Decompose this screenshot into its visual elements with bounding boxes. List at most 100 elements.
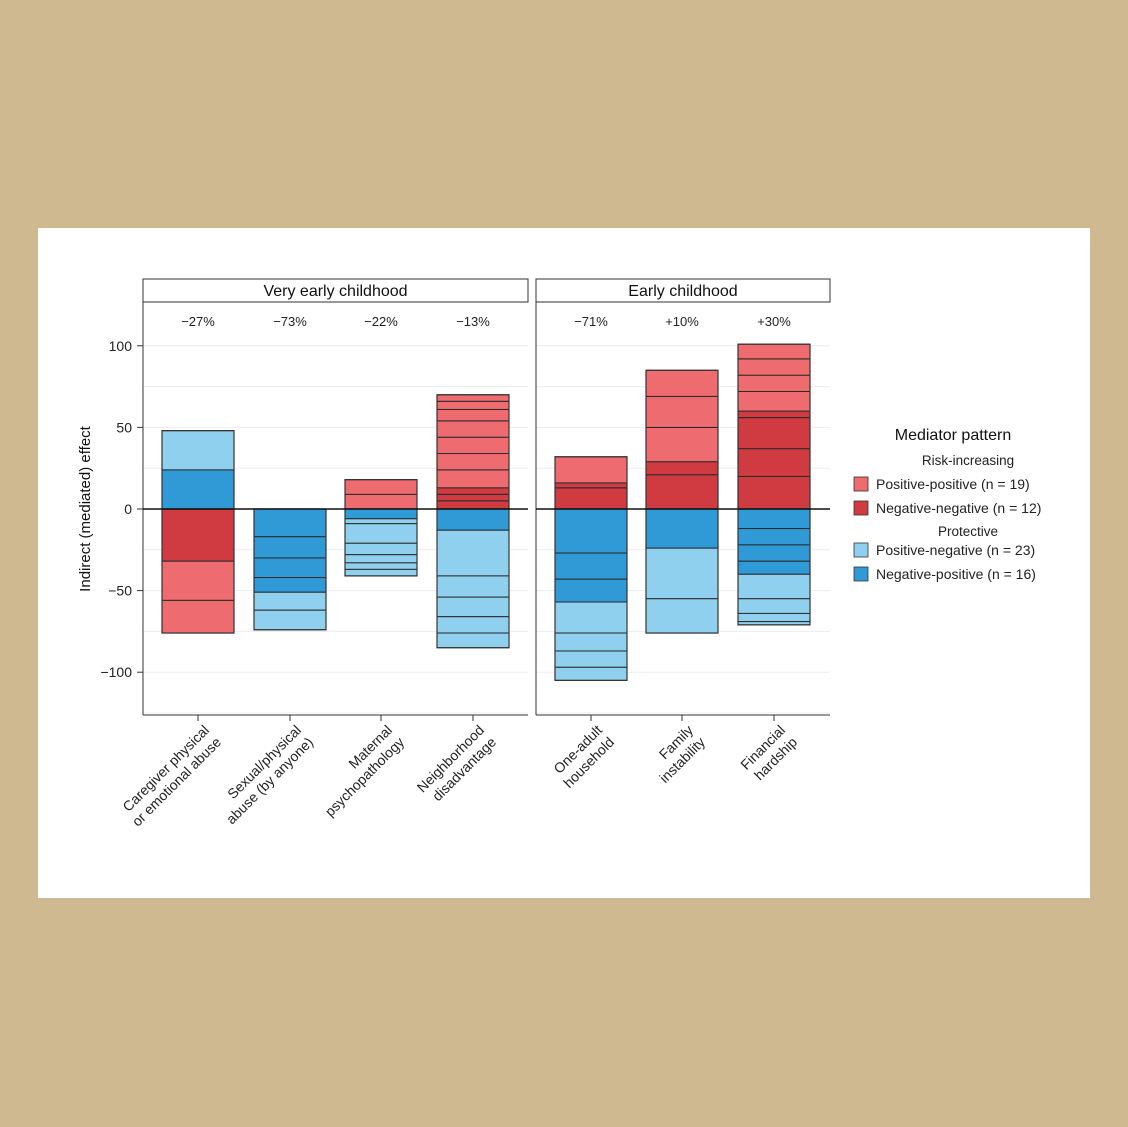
bar-segment — [253, 557, 327, 579]
bar-segment — [737, 475, 811, 510]
category-label: Maternalpsychopathology — [310, 722, 408, 820]
bar-segment — [161, 508, 235, 562]
bar-segment — [737, 374, 811, 392]
bar-segment — [737, 560, 811, 575]
legend-group-heading: Protective — [938, 524, 998, 539]
y-axis-label: Indirect (mediated) effect — [77, 425, 94, 591]
percent-label: −73% — [273, 314, 307, 329]
bar-segment — [436, 400, 510, 410]
legend-item-label: Positive-negative (n = 23) — [876, 542, 1035, 558]
bar-segment — [253, 577, 327, 593]
bar-segment — [737, 598, 811, 614]
bar-segment — [737, 410, 811, 419]
legend-pattern-name: Negative-positive — [876, 566, 987, 582]
bar-segment — [436, 469, 510, 489]
bar-segment — [344, 542, 418, 556]
category-label: Neighborhooddisadvantage — [414, 722, 500, 808]
bar-segment — [737, 390, 811, 412]
legend-swatch — [853, 476, 869, 492]
bar-segment — [645, 426, 719, 463]
legend-count: (n = 23) — [987, 542, 1036, 558]
legend-swatch — [853, 566, 869, 582]
legend-pattern-name: Positive-positive — [876, 476, 981, 492]
bar-segment — [554, 601, 628, 634]
percent-label: −13% — [456, 314, 490, 329]
bar-segment — [645, 598, 719, 634]
bar-segment — [737, 544, 811, 562]
y-tick-label: 0 — [124, 501, 132, 517]
bar-segment — [554, 508, 628, 554]
legend-swatch — [853, 542, 869, 558]
bar-segment — [645, 508, 719, 549]
bar-segment — [436, 529, 510, 577]
bar-segment — [436, 508, 510, 531]
bar-segment — [645, 474, 719, 510]
bar-segment — [344, 493, 418, 510]
category-label: Sexual/physicalabuse (by anyone) — [211, 722, 316, 827]
legend-title: Mediator pattern — [895, 427, 1012, 444]
bar-segment — [554, 487, 628, 510]
legend-pattern-name: Negative-negative — [876, 500, 993, 516]
percent-label: −27% — [181, 314, 215, 329]
bar-segment — [161, 560, 235, 601]
bar-segment — [436, 436, 510, 455]
legend-item-label: Negative-negative (n = 12) — [876, 500, 1041, 516]
bar-segment — [436, 500, 510, 510]
mediation-chart: −27% Caregiver physicalor emotional abuse… — [77, 278, 1041, 830]
bar-segment — [554, 482, 628, 489]
bar-segment — [436, 596, 510, 618]
bar-segment — [344, 508, 418, 520]
bar-segment — [645, 461, 719, 476]
bar-segment — [436, 408, 510, 422]
bar-segment — [436, 575, 510, 598]
bar-segment — [436, 420, 510, 438]
bar-segment — [253, 591, 327, 611]
bar-segment — [737, 343, 811, 360]
bar-segment — [344, 518, 418, 525]
bar-segment — [344, 523, 418, 544]
y-tick-label: −100 — [100, 664, 132, 680]
bar-segment — [436, 632, 510, 649]
legend-item-label: Negative-positive (n = 16) — [876, 566, 1036, 582]
category-label: One-adulthousehold — [548, 722, 617, 791]
y-tick-label: 50 — [116, 419, 132, 435]
bar-segment — [161, 469, 235, 510]
percent-label: +10% — [665, 314, 699, 329]
legend-count: (n = 19) — [981, 476, 1030, 492]
bar-segment — [436, 453, 510, 471]
bar-segment — [737, 573, 811, 600]
bar-segment — [737, 358, 811, 376]
bar-segment — [645, 395, 719, 428]
percent-label: +30% — [757, 314, 791, 329]
panel-title: Early childhood — [628, 283, 737, 300]
bar-segment — [737, 508, 811, 530]
bar-segment — [737, 528, 811, 546]
bar-segment — [645, 369, 719, 397]
percent-label: −71% — [574, 314, 608, 329]
category-label: Familyinstability — [644, 722, 708, 786]
category-label: Financialhardship — [737, 722, 800, 785]
figure-card: −27% Caregiver physicalor emotional abuse… — [38, 228, 1090, 898]
legend-pattern-name: Positive-negative — [876, 542, 987, 558]
bar-segment — [253, 508, 327, 538]
bar-segment — [344, 479, 418, 495]
bar-segment — [737, 612, 811, 623]
bar-segment — [554, 650, 628, 668]
bar-segment — [436, 487, 510, 495]
bar-segment — [645, 547, 719, 600]
bar-segment — [436, 493, 510, 502]
legend-count: (n = 12) — [993, 500, 1042, 516]
bar-segment — [253, 536, 327, 559]
legend-item-label: Positive-positive (n = 19) — [876, 476, 1030, 492]
bar-segment — [436, 394, 510, 402]
category-label: Caregiver physicalor emotional abuse — [117, 722, 225, 830]
percent-label: −22% — [364, 314, 398, 329]
bar-segment — [161, 599, 235, 634]
panel-title-box — [142, 278, 529, 303]
bar-segment — [554, 456, 628, 484]
bar-segment — [554, 552, 628, 580]
bar-segment — [737, 448, 811, 477]
bar-segment — [253, 609, 327, 631]
panel-title-box — [535, 278, 831, 303]
bar-segment — [554, 578, 628, 603]
